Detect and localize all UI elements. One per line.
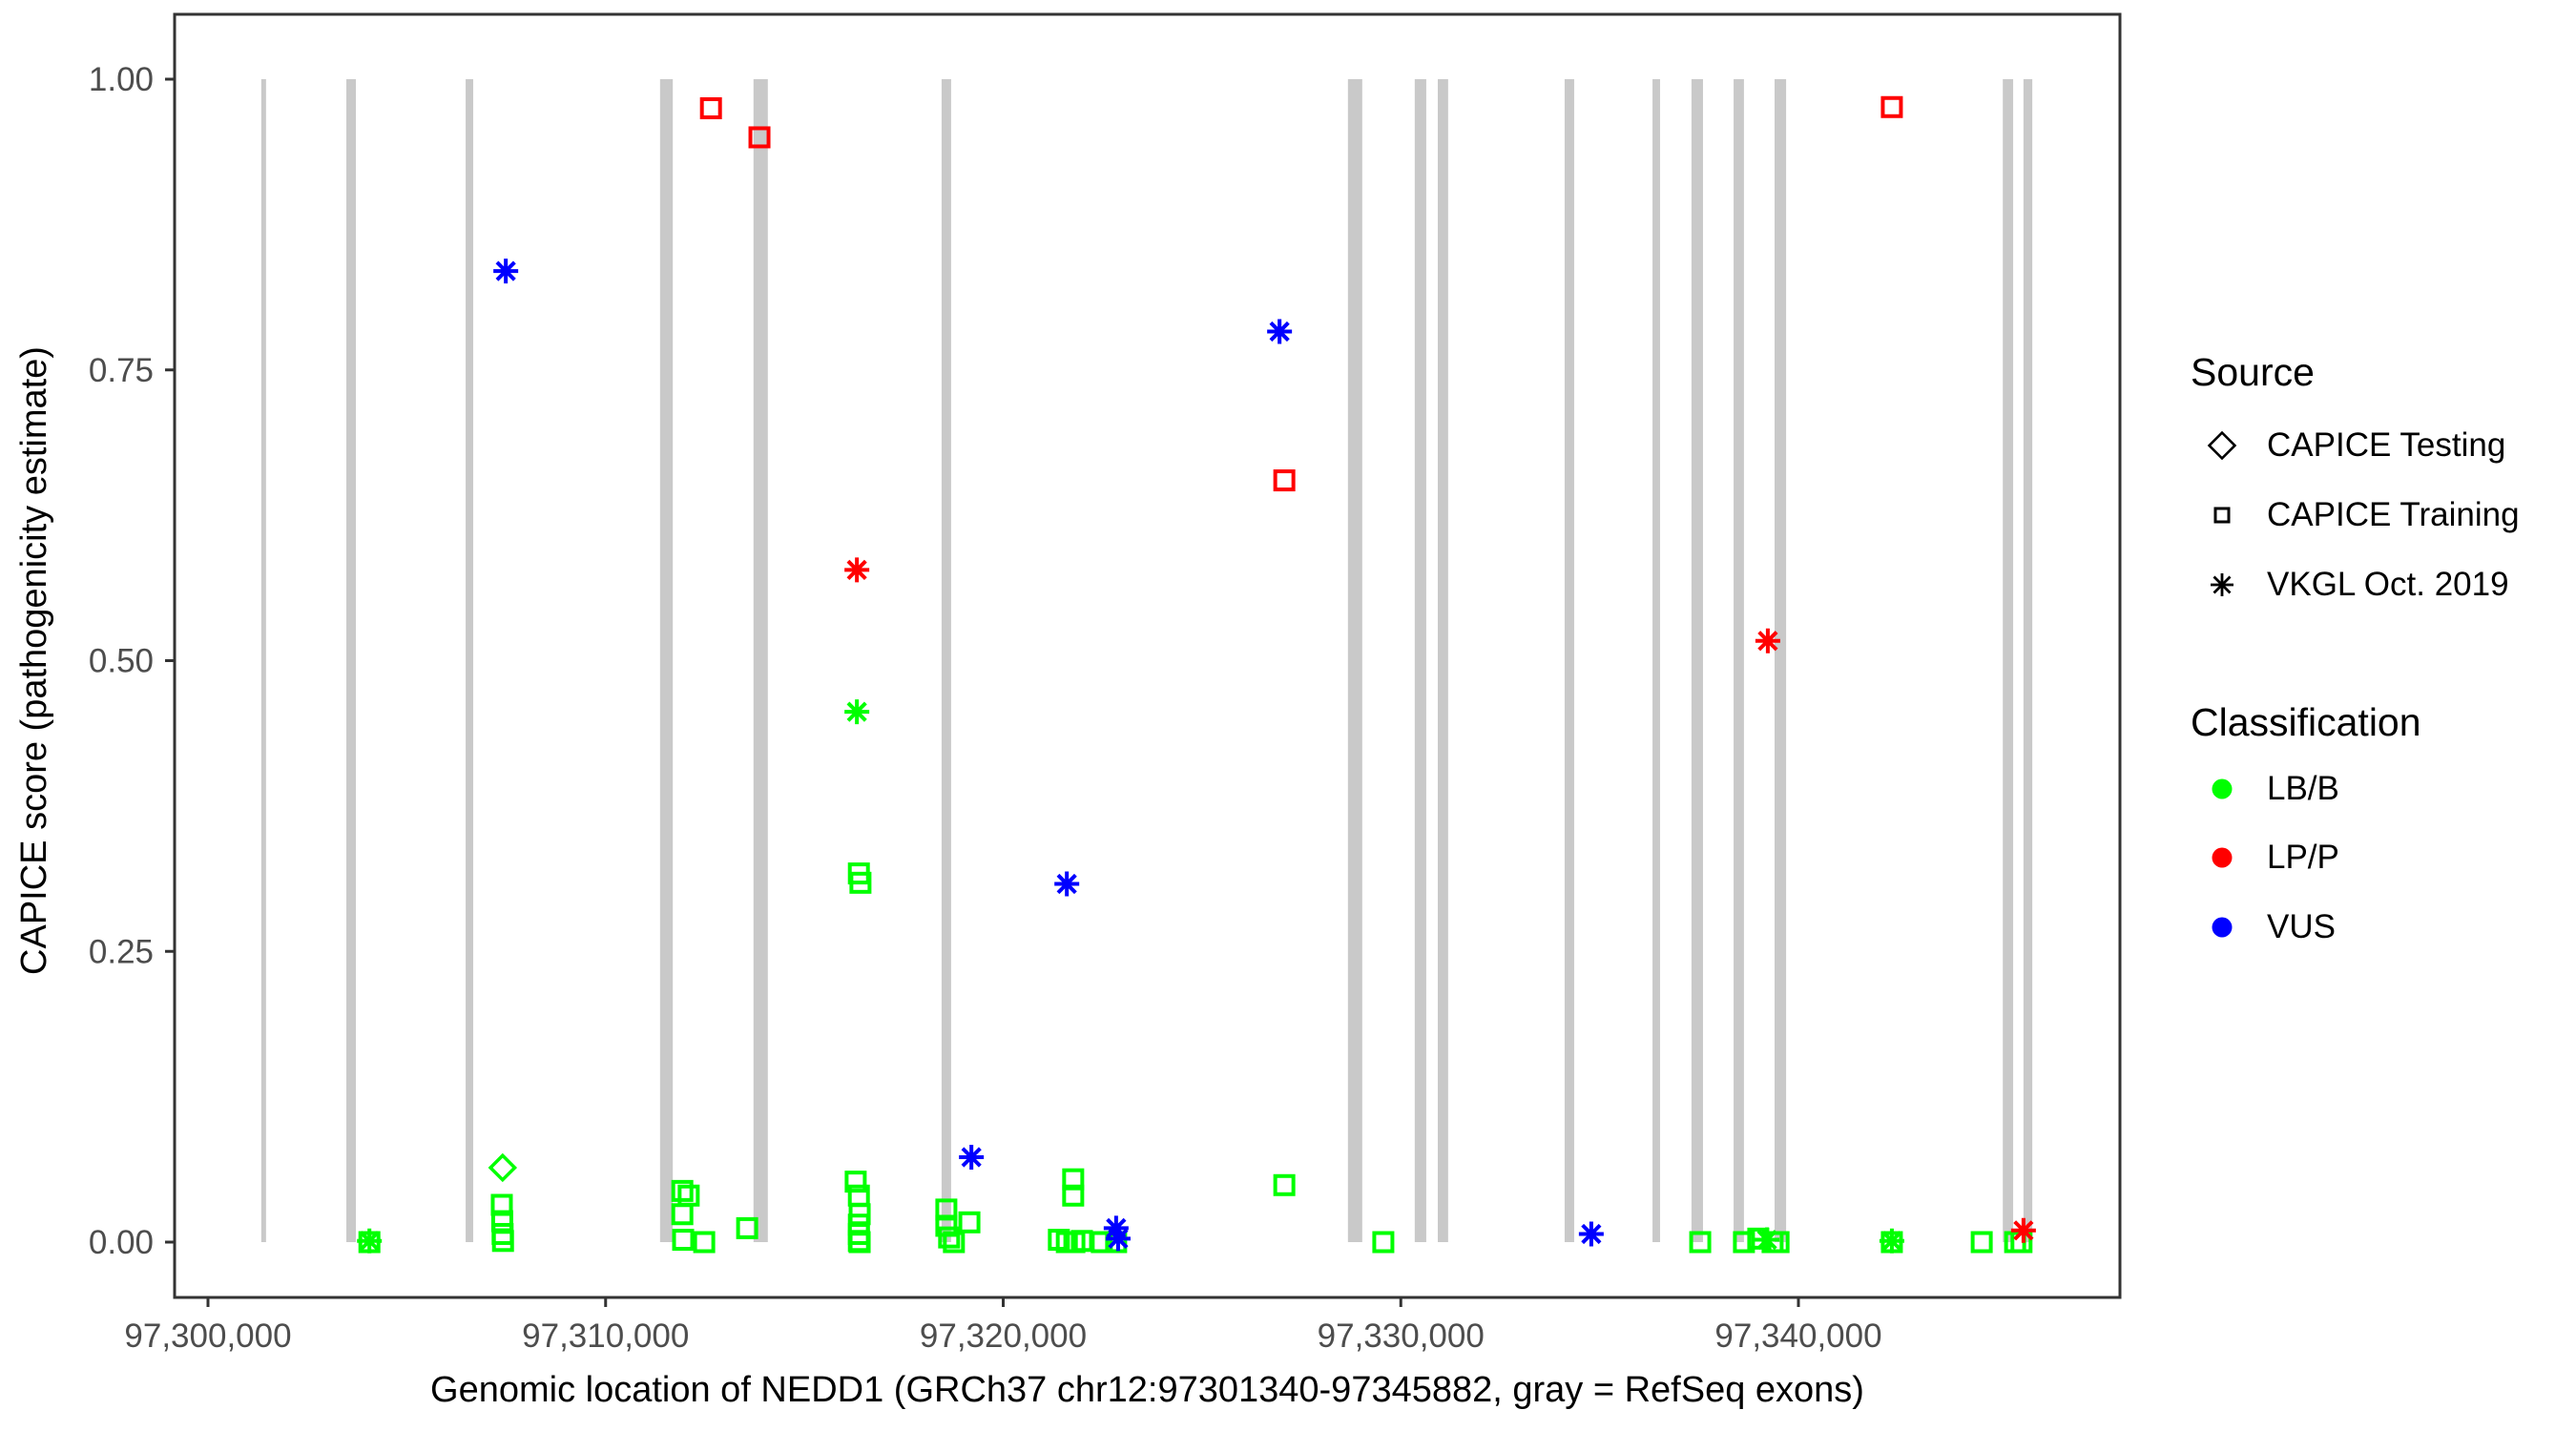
y-axis-title: CAPICE score (pathogenicity estimate) bbox=[14, 346, 54, 975]
data-point-square bbox=[736, 1216, 758, 1239]
data-point-square bbox=[1970, 1231, 1993, 1254]
data-point-asterisk bbox=[2010, 1217, 2036, 1243]
data-point-square bbox=[671, 1203, 694, 1226]
data-point-square bbox=[672, 1229, 695, 1252]
data-point-asterisk bbox=[844, 557, 870, 583]
exon-bar bbox=[260, 79, 266, 1242]
legend-item-label: VKGL Oct. 2019 bbox=[2267, 566, 2509, 603]
y-tick-label: 0.50 bbox=[89, 643, 154, 680]
exon-bar bbox=[2003, 79, 2014, 1242]
x-tick-label: 97,300,000 bbox=[124, 1317, 291, 1355]
data-point-asterisk bbox=[493, 259, 519, 284]
legend-item-label: LB/B bbox=[2267, 770, 2339, 807]
data-point-square bbox=[1091, 1231, 1113, 1254]
data-point-square bbox=[849, 871, 872, 894]
exon-bar bbox=[1734, 79, 1744, 1242]
data-point-asterisk bbox=[1755, 1227, 1780, 1253]
legend: Source CAPICE Testing CAPICE Training VK… bbox=[2191, 339, 2576, 987]
data-point-square bbox=[748, 126, 771, 149]
data-point-square bbox=[1372, 1231, 1395, 1254]
data-point-asterisk bbox=[1054, 871, 1080, 897]
x-tick-label: 97,310,000 bbox=[522, 1317, 689, 1355]
legend-item-label: LP/P bbox=[2267, 839, 2339, 876]
data-point-asterisk bbox=[1105, 1226, 1131, 1252]
asterisk-icon bbox=[2191, 553, 2254, 616]
x-tick-label: 97,320,000 bbox=[920, 1317, 1087, 1355]
exon-bar bbox=[1347, 79, 1362, 1242]
data-point-square bbox=[943, 1231, 966, 1254]
panel-border bbox=[173, 12, 2122, 1299]
legend-item-label: CAPICE Training bbox=[2267, 496, 2520, 533]
data-point-asterisk bbox=[959, 1145, 985, 1171]
red-dot-icon bbox=[2191, 826, 2254, 889]
exon-bar bbox=[2023, 79, 2033, 1242]
data-point-square bbox=[1880, 95, 1903, 118]
y-tick-label: 0.00 bbox=[89, 1224, 154, 1261]
data-point-asterisk bbox=[1267, 319, 1293, 344]
exon-bar bbox=[753, 79, 768, 1242]
y-tick-label: 0.25 bbox=[89, 933, 154, 970]
data-point-asterisk bbox=[1879, 1228, 1904, 1254]
panel-background bbox=[175, 14, 2120, 1297]
data-point-asterisk bbox=[844, 699, 870, 725]
exon-bar bbox=[466, 79, 473, 1242]
data-point-square bbox=[1273, 469, 1296, 492]
exon-bar bbox=[1438, 79, 1448, 1242]
y-tick-label: 0.75 bbox=[89, 352, 154, 389]
exon-bar bbox=[1564, 79, 1574, 1242]
data-point-square bbox=[958, 1211, 981, 1234]
exon-bar bbox=[659, 79, 674, 1242]
data-point-square bbox=[1689, 1231, 1712, 1254]
data-point-asterisk bbox=[1578, 1221, 1604, 1247]
green-dot-icon bbox=[2191, 757, 2254, 820]
data-point-square bbox=[1062, 1184, 1085, 1207]
legend-source-title: Source bbox=[2191, 350, 2315, 394]
exon-bar bbox=[1691, 79, 1703, 1242]
data-point-diamond bbox=[488, 1152, 518, 1183]
exon-bar bbox=[346, 79, 357, 1242]
square-icon bbox=[2191, 484, 2254, 547]
data-point-square bbox=[844, 1171, 867, 1193]
data-point-square bbox=[491, 1230, 514, 1253]
y-tick-label: 1.00 bbox=[89, 61, 154, 98]
x-tick-label: 97,330,000 bbox=[1318, 1317, 1485, 1355]
data-point-square bbox=[938, 1226, 961, 1249]
data-point-square bbox=[693, 1231, 716, 1254]
data-point-asterisk bbox=[1755, 628, 1780, 653]
data-point-square bbox=[671, 1179, 694, 1202]
exon-bar bbox=[941, 79, 951, 1242]
x-axis-title: Genomic location of NEDD1 (GRCh37 chr12:… bbox=[430, 1370, 1864, 1410]
data-point-square bbox=[1733, 1231, 1755, 1254]
diamond-icon bbox=[2191, 414, 2254, 477]
exon-bar bbox=[1414, 79, 1426, 1242]
data-point-square bbox=[1273, 1173, 1296, 1196]
data-point-asterisk bbox=[1103, 1215, 1129, 1241]
data-point-asterisk bbox=[357, 1228, 383, 1254]
exon-bar bbox=[1652, 79, 1660, 1242]
data-point-square bbox=[699, 96, 722, 119]
legend-item-label: VUS bbox=[2267, 908, 2336, 945]
legend-classification-title: Classification bbox=[2191, 700, 2421, 744]
legend-item-label: CAPICE Testing bbox=[2267, 426, 2506, 464]
x-tick-label: 97,340,000 bbox=[1714, 1317, 1881, 1355]
exon-bar bbox=[1774, 79, 1787, 1242]
blue-dot-icon bbox=[2191, 896, 2254, 959]
data-point-square bbox=[848, 1231, 871, 1254]
